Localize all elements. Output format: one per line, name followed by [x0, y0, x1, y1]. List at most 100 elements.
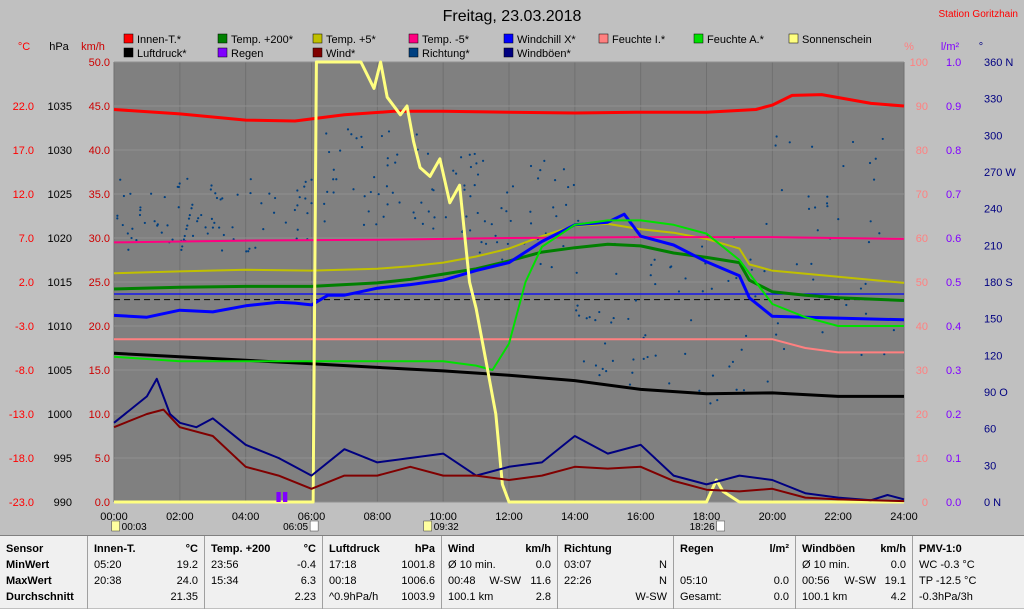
tick-label: 30 — [984, 460, 996, 472]
tick-label: 22.0 — [13, 101, 34, 113]
stats-row: 23:56 -0.4 — [205, 558, 322, 573]
tick-label: 80 — [916, 145, 928, 157]
richtung-point — [213, 221, 216, 224]
richtung-point — [293, 208, 296, 212]
tick-label: 0.3 — [946, 365, 961, 377]
richtung-point — [826, 195, 829, 198]
stats-cell: 0.0 — [535, 559, 551, 571]
legend-swatch — [598, 33, 609, 44]
richtung-point — [421, 222, 424, 225]
axis-unit: km/h — [81, 41, 105, 53]
stats-row: 20:38 24.0 — [88, 574, 204, 589]
richtung-point — [386, 203, 389, 206]
richtung-point — [810, 145, 814, 148]
richtung-point — [480, 241, 483, 244]
richtung-point — [494, 234, 497, 237]
tick-label: 210 — [984, 240, 1002, 252]
tick-label: 0.6 — [946, 233, 961, 245]
richtung-point — [143, 221, 146, 225]
tick-label: 1005 — [48, 365, 72, 377]
stats-column: Windböen km/h Ø 10 min. 0.0 00:56 W-SW 19.1 100… — [795, 536, 912, 609]
series-innen-t — [113, 93, 905, 123]
legend-label: Innen-T.* — [137, 34, 182, 46]
stats-cell: 1006.6 — [401, 575, 435, 587]
axis-unit: l/m² — [941, 41, 960, 53]
richtung-point — [735, 388, 738, 391]
stats-column: Innen-T. °C 05:20 19.2 20:38 24.0 21.35 — [87, 536, 204, 609]
stats-row: W-SW — [558, 590, 673, 605]
stats-cell: ^0.9hPa/h — [329, 591, 379, 603]
stats-column-title: Innen-T. — [94, 543, 136, 555]
station-name: Station Goritzhain — [939, 9, 1019, 20]
legend-label: Windchill X* — [517, 34, 576, 46]
richtung-point — [605, 370, 608, 373]
richtung-point — [469, 195, 472, 198]
richtung-point — [185, 227, 188, 231]
series-windb-en — [113, 377, 905, 502]
richtung-point — [304, 197, 307, 200]
richtung-point — [119, 178, 122, 181]
stats-cell: W-SW — [489, 575, 521, 587]
richtung-point — [346, 128, 350, 131]
richtung-point — [575, 271, 578, 274]
richtung-point — [500, 206, 503, 210]
richtung-point — [594, 319, 597, 322]
axis-unit: % — [904, 41, 914, 53]
richtung-point — [122, 194, 126, 198]
richtung-point — [475, 162, 478, 165]
tick-label: 30 — [916, 365, 928, 377]
x-tick-label: 04:00 — [232, 511, 260, 523]
legend-swatch — [123, 47, 134, 58]
richtung-point — [295, 237, 298, 240]
stats-cell: 21.35 — [170, 591, 198, 603]
axis-unit: °C — [18, 41, 30, 53]
legend-label: Luftdruck* — [137, 48, 187, 60]
tick-label: 2.0 — [19, 277, 34, 289]
series-wind — [113, 408, 905, 503]
series-feuchte-a — [113, 219, 904, 371]
tick-label: 12.0 — [13, 189, 34, 201]
richtung-point — [754, 295, 757, 298]
tick-label: 15.0 — [89, 365, 110, 377]
richtung-point — [826, 205, 829, 208]
reference-lines — [114, 293, 904, 301]
tick-label: 1020 — [48, 233, 72, 245]
richtung-point — [728, 365, 731, 368]
richtung-point — [711, 374, 715, 377]
stats-cell: 17:18 — [329, 559, 357, 571]
richtung-point — [177, 206, 180, 209]
richtung-point — [740, 348, 743, 351]
stats-row: 05:10 0.0 — [674, 574, 795, 589]
richtung-point — [744, 334, 748, 337]
stats-cell: -0.3hPa/3h — [919, 591, 973, 603]
stats-cell: -0.4 — [297, 559, 316, 571]
richtung-point — [209, 188, 212, 191]
richtung-point — [552, 206, 555, 209]
stats-column: Wind km/h Ø 10 min. 0.0 00:48 W-SW 11.6 100.1 k… — [441, 536, 557, 609]
richtung-point — [742, 389, 746, 392]
richtung-point — [642, 357, 645, 360]
richtung-point — [260, 202, 263, 205]
richtung-point — [339, 149, 342, 152]
richtung-point — [529, 210, 532, 213]
richtung-point — [150, 192, 153, 195]
legend-label: Temp. -5* — [422, 34, 470, 46]
tick-label: 0.4 — [946, 321, 961, 333]
sun-marker-icon — [111, 520, 120, 532]
richtung-point — [628, 383, 632, 386]
richtung-point — [214, 192, 217, 195]
richtung-point — [427, 210, 430, 213]
richtung-point — [892, 329, 895, 332]
stats-column-unit: °C — [303, 543, 316, 555]
stats-column-title: Sensor — [6, 543, 44, 555]
richtung-point — [562, 168, 566, 171]
legend-label: Temp. +5* — [326, 34, 377, 46]
tick-label: -13.0 — [9, 409, 34, 421]
richtung-point — [176, 185, 179, 188]
richtung-point — [306, 212, 309, 215]
richtung-point — [455, 172, 458, 175]
richtung-point — [627, 317, 630, 321]
richtung-point — [555, 215, 558, 218]
x-tick-label: 12:00 — [495, 511, 523, 523]
sun-marker-time: 09:32 — [434, 522, 459, 533]
